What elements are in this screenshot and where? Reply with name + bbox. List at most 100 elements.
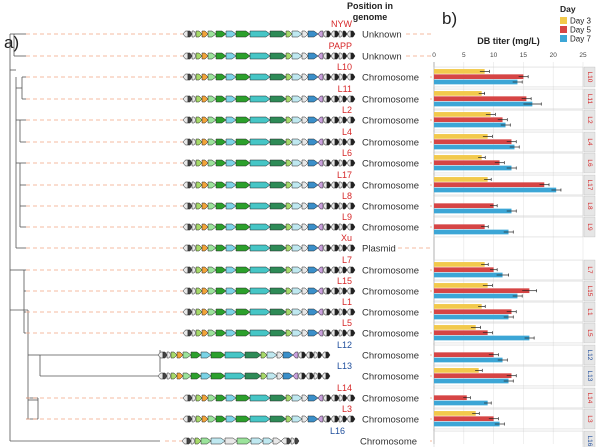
- facet-label: L7: [586, 266, 593, 274]
- gene-arrow: [342, 95, 348, 103]
- gene-arrow: [276, 372, 284, 380]
- gene-arrow: [195, 202, 203, 210]
- facet-label: L3: [586, 415, 593, 423]
- gene-arrow: [350, 116, 356, 124]
- bar: [434, 91, 482, 96]
- bar: [434, 325, 476, 330]
- bar: [434, 416, 494, 422]
- gene-arrow: [207, 30, 217, 38]
- gene-arrow: [187, 138, 193, 146]
- gene-arrow: [317, 308, 324, 316]
- gene-arrow: [334, 202, 340, 210]
- gene-arrow: [187, 30, 193, 38]
- gene-arrow: [334, 244, 340, 252]
- gene-arrow: [215, 95, 227, 103]
- gene-arrow: [195, 244, 203, 252]
- gene-arrow: [322, 181, 328, 189]
- gene-arrow: [191, 159, 197, 167]
- gene-arrow: [291, 159, 303, 167]
- gene-arrow: [187, 287, 193, 295]
- gene-arrow: [201, 287, 209, 295]
- bar: [434, 373, 512, 379]
- gene-arrow: [326, 329, 332, 337]
- gene-arrow: [342, 181, 348, 189]
- genome-position: Chromosome: [362, 266, 419, 277]
- genome-position: Chromosome: [362, 351, 419, 362]
- genome-position: Chromosome: [362, 95, 419, 106]
- gene-arrow: [235, 52, 251, 60]
- gene-arrow: [342, 138, 348, 146]
- gene-arrow: [195, 52, 203, 60]
- gene-arrow: [191, 138, 197, 146]
- gene-arrow: [346, 394, 352, 402]
- facet-strip: [583, 344, 596, 366]
- facet-strip: [583, 88, 596, 110]
- gene-arrow: [195, 329, 203, 337]
- gene-arrow: [249, 138, 271, 146]
- gene-arrow: [191, 116, 197, 124]
- gene-arrow: [326, 266, 332, 274]
- gene-arrow: [307, 287, 319, 295]
- genome-position: Chromosome: [362, 415, 419, 426]
- gene-arrow: [330, 308, 336, 316]
- gene-arrow: [330, 116, 336, 124]
- gene-arrow: [346, 181, 352, 189]
- gene-arrow: [269, 73, 287, 81]
- gene-arrow: [317, 52, 324, 60]
- bar: [434, 283, 488, 288]
- gene-arrow: [195, 116, 203, 124]
- gene-arrow: [182, 181, 189, 189]
- gene-arrow: [338, 266, 344, 274]
- strain-label: L3: [342, 404, 352, 414]
- gene-arrow: [334, 95, 340, 103]
- gene-arrow: [236, 437, 252, 445]
- gene-arrow: [187, 329, 193, 337]
- gene-arrow: [285, 223, 293, 231]
- gene-arrow: [215, 138, 227, 146]
- bar: [434, 272, 503, 278]
- gene-arrow: [224, 351, 246, 359]
- gene-arrow: [301, 116, 309, 124]
- gene-arrow: [225, 138, 237, 146]
- gene-arrow: [330, 138, 336, 146]
- strain-label: PAPP: [329, 41, 352, 51]
- gene-arrow: [201, 329, 209, 337]
- gene-arrow: [286, 437, 292, 445]
- gene-arrow: [191, 95, 197, 103]
- facet-label: L9: [586, 223, 593, 231]
- gene-arrow: [225, 394, 237, 402]
- gene-arrow: [338, 95, 344, 103]
- genome-position: Chromosome: [362, 394, 419, 405]
- gene-arrow: [215, 308, 227, 316]
- gene-arrow: [195, 415, 203, 423]
- gene-arrow: [195, 73, 203, 81]
- strain-label: L1: [342, 297, 352, 307]
- gene-arrow: [187, 159, 193, 167]
- legend-label: Day 5: [570, 26, 591, 35]
- gene-arrow: [195, 30, 203, 38]
- gene-arrow: [317, 223, 324, 231]
- gene-arrow: [346, 95, 352, 103]
- facet-label: L11: [586, 94, 593, 105]
- genome-position: Plasmid: [362, 244, 396, 255]
- facet-strip: [583, 131, 596, 153]
- gene-arrow: [350, 308, 356, 316]
- gene-arrow: [249, 95, 271, 103]
- gene-arrow: [350, 266, 356, 274]
- gene-arrow: [301, 415, 309, 423]
- gene-arrow: [260, 351, 268, 359]
- gene-arrow: [207, 73, 217, 81]
- gene-arrow: [187, 202, 193, 210]
- gene-arrow: [338, 116, 344, 124]
- gene-arrow: [191, 181, 197, 189]
- gene-arrow: [191, 202, 197, 210]
- gene-arrow: [350, 244, 356, 252]
- facet-strip: [583, 174, 596, 196]
- gene-arrow: [338, 73, 344, 81]
- bar: [434, 267, 494, 273]
- gene-arrow: [307, 329, 319, 337]
- gene-arrow: [346, 138, 352, 146]
- gene-arrow: [182, 52, 189, 60]
- gene-arrow: [225, 308, 237, 316]
- gene-arrow: [249, 30, 271, 38]
